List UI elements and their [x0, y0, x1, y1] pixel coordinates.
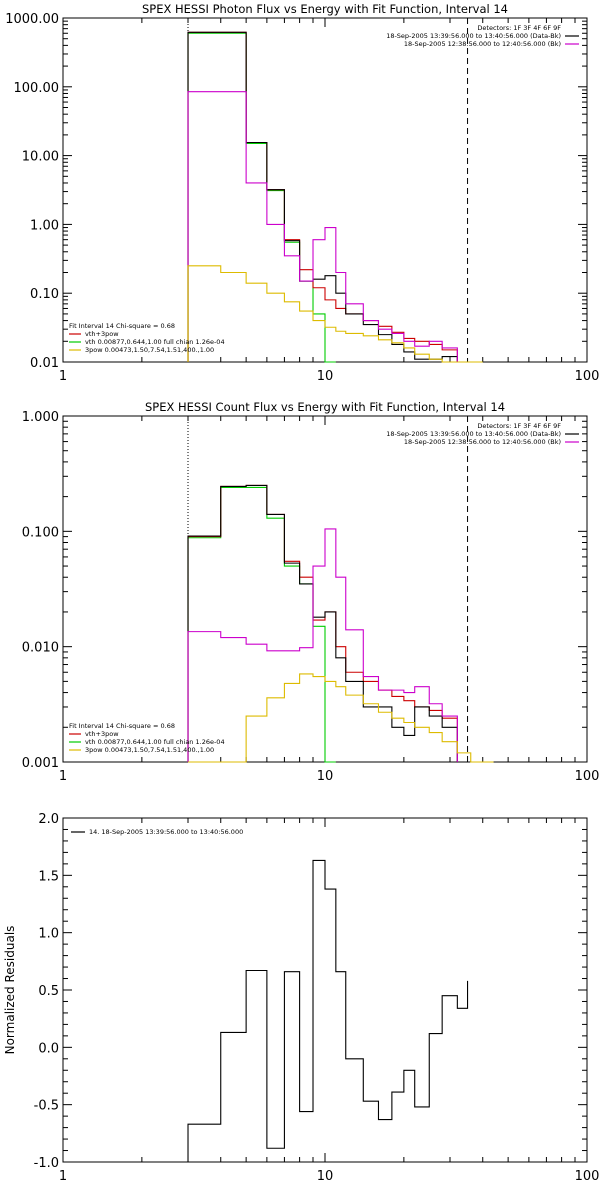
residuals-y-tick-label: -0.5	[34, 1099, 59, 1114]
photon-flux-series-2-line	[187, 31, 458, 362]
photon-flux-panel: SPEX HESSI Photon Flux vs Energy with Fi…	[5, 2, 599, 384]
photon-flux-x-tick-label: 1	[59, 369, 67, 384]
residuals-y-tick-label: 1.0	[38, 927, 59, 942]
photon-flux-y-tick-label: 0.10	[30, 287, 59, 302]
count-flux-x-tick-label: 1	[59, 769, 67, 784]
count-flux-x-tick-label: 10	[317, 769, 334, 784]
photon-flux-legend-entry: vth 0.00877,0.644,1.00 full chian 1.26e-…	[85, 338, 225, 346]
photon-flux-legend-entry: vth+3pow	[85, 330, 119, 338]
count-flux-y-tick-label: 1.000	[22, 410, 59, 425]
photon-flux-y-tick-label: 10.00	[22, 150, 59, 165]
residuals-y-tick-label: 1.5	[38, 869, 59, 884]
photon-flux-series-3-line	[187, 91, 458, 362]
residuals-y-axis-label: Normalized Residuals	[3, 926, 17, 1055]
photon-flux-x-tick-label: 100	[575, 369, 600, 384]
count-flux-series-2-line	[187, 484, 458, 762]
count-flux-legend-entry: 3pow 0.00473,1.50,7.54,1.51,400.,1.00	[85, 746, 214, 754]
count-flux-x-tick-label: 100	[575, 769, 600, 784]
count-flux-legend-entry: 18-Sep-2005 13:39:56.000 to 13:40:56.000…	[386, 430, 561, 438]
count-flux-legend-entry: 18-Sep-2005 12:38:56.000 to 12:40:56.000…	[404, 438, 561, 446]
photon-flux-y-tick-label: 1.00	[30, 218, 59, 233]
residuals-x-tick-label: 100	[575, 1169, 600, 1184]
photon-flux-series-4-line	[187, 265, 483, 363]
photon-flux-y-tick-label: 100.00	[14, 81, 60, 96]
photon-flux-legend-entry: Detectors: 1F 3F 4F 6F 9F	[477, 24, 561, 32]
count-flux-series-0-line	[187, 486, 336, 763]
photon-flux-legend-entry: 18-Sep-2005 12:38:56.000 to 12:40:56.000…	[404, 40, 561, 48]
count-flux-series-1-line	[187, 484, 458, 762]
count-flux-legend-entry: Fit Interval 14 Chi-square = 0.68	[69, 722, 175, 730]
count-flux-panel: SPEX HESSI Count Flux vs Energy with Fit…	[22, 400, 600, 784]
residuals-y-tick-label: 0.0	[38, 1041, 59, 1056]
residuals-panel: Normalized Residuals 1 10 100 -1.0 -0.5 0.0 0.…	[3, 812, 599, 1184]
photon-flux-x-tick-label: 10	[317, 369, 334, 384]
photon-flux-y-tick-label: 0.01	[30, 356, 59, 371]
residuals-y-tick-label: -1.0	[34, 1156, 59, 1171]
count-flux-series-4-line	[188, 673, 494, 763]
count-flux-legend-entry: vth+3pow	[85, 730, 119, 738]
count-flux-chart-title: SPEX HESSI Count Flux vs Energy with Fit…	[145, 400, 505, 414]
count-flux-y-tick-label: 0.100	[22, 525, 59, 540]
count-flux-y-tick-label: 0.010	[22, 641, 59, 656]
residuals-x-tick-label: 1	[59, 1169, 67, 1184]
count-flux-y-tick-label: 0.001	[22, 756, 59, 771]
residuals-legend-entry: 14. 18-Sep-2005 13:39:56.000 to 13:40:56…	[89, 828, 243, 836]
residuals-y-tick-label: 2.0	[38, 812, 59, 827]
photon-flux-y-tick-label: 1000.00	[5, 12, 59, 27]
residuals-series-0-line	[187, 859, 469, 1162]
photon-flux-series-1-line	[187, 31, 458, 362]
count-flux-legend-entry: Detectors: 1F 3F 4F 6F 9F	[477, 422, 561, 430]
count-flux-series-3-line	[187, 528, 458, 762]
photon-flux-chart-title: SPEX HESSI Photon Flux vs Energy with Fi…	[142, 2, 508, 16]
photon-flux-legend-entry: 18-Sep-2005 13:39:56.000 to 13:40:56.000…	[386, 32, 561, 40]
residuals-x-tick-label: 10	[317, 1169, 334, 1184]
residuals-y-tick-label: 0.5	[38, 984, 59, 999]
count-flux-legend-entry: vth 0.00877,0.644,1.00 full chian 1.26e-…	[85, 738, 225, 746]
photon-flux-plot-frame	[62, 17, 588, 363]
photon-flux-legend-entry: Fit Interval 14 Chi-square = 0.68	[69, 322, 175, 330]
photon-flux-series-0-line	[187, 32, 336, 363]
photon-flux-legend-entry: 3pow 0.00473,1.50,7.54,1.51,400.,1.00	[85, 346, 214, 354]
